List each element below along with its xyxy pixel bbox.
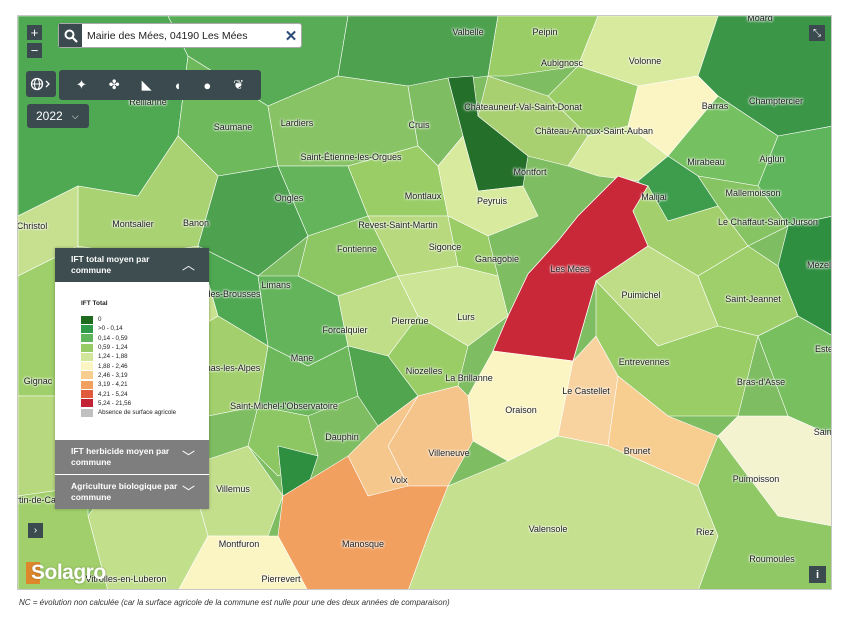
legend-title: IFT Total — [81, 300, 108, 307]
legend-label: 1,24 - 1,88 — [98, 353, 128, 361]
legend-item: Absence de surface agricole — [81, 408, 199, 417]
legend-item: >0 - 0,14 — [81, 324, 199, 333]
globe-icon — [30, 77, 50, 91]
legend-label: 5,24 - 21,56 — [98, 399, 132, 407]
region-shape-icon[interactable]: ✤ — [108, 77, 120, 92]
legend-swatch — [81, 371, 93, 380]
parcel-shape-icon[interactable]: ❦ — [233, 77, 244, 92]
zoom-out-button[interactable]: − — [27, 43, 42, 58]
legend-item: 1,88 - 2,46 — [81, 361, 199, 371]
legend-item: 0,14 - 0,59 — [81, 334, 199, 343]
legend-item: 4,21 - 5,24 — [81, 389, 199, 399]
search-input[interactable]: Mairie des Mées, 04190 Les Mées — [87, 29, 248, 42]
panel-title: IFT total moyen par commune — [71, 254, 150, 275]
legend-swatch — [81, 324, 93, 333]
search-button[interactable] — [59, 24, 82, 47]
year-select[interactable]: 2022 ⌵ — [27, 104, 89, 128]
legend-item: 1,24 - 1,88 — [81, 352, 199, 361]
search-box[interactable]: Mairie des Mées, 04190 Les Mées ✕ — [58, 23, 302, 48]
ift-total-panel-header[interactable]: IFT total moyen par commune ︿ — [55, 248, 209, 282]
legend-label: >0 - 0,14 — [98, 325, 123, 333]
legend-label: 0 — [98, 316, 102, 324]
solagro-logo: Solagro — [26, 555, 106, 589]
fullscreen-button[interactable]: ⤡ — [809, 25, 825, 41]
map-viewport[interactable]: Valbelle Peipin Aubignosc Volonne Reilla… — [17, 15, 832, 590]
legend-swatch — [81, 352, 93, 361]
legend-swatch — [81, 362, 93, 371]
clear-search-icon[interactable]: ✕ — [284, 27, 298, 45]
department-shape-icon[interactable]: ◣ — [141, 77, 152, 92]
legend-swatch — [81, 399, 93, 408]
info-button[interactable]: i — [809, 566, 826, 583]
legend-swatch — [81, 390, 93, 399]
chevron-down-icon: ﹀ — [181, 449, 195, 465]
legend-label: Absence de surface agricole — [98, 409, 177, 417]
legend-panel: IFT total moyen par commune ︿ IFT Total … — [55, 248, 209, 510]
legend-swatch — [81, 380, 93, 389]
legend-item: 5,24 - 21,56 — [81, 399, 199, 408]
legend-body: IFT Total 0 >0 - 0,14 0,14 - 0,59 0,59 - 1,… — [55, 282, 209, 439]
solagro-mark-icon — [26, 562, 40, 584]
ift-herbicide-panel-header[interactable]: IFT herbicide moyen par commune ﹀ — [55, 439, 209, 475]
search-icon — [64, 29, 78, 43]
basemap-toggle-button[interactable] — [26, 71, 56, 97]
legend-swatch — [81, 315, 93, 324]
expand-sidebar-button[interactable]: › — [28, 523, 43, 538]
year-value: 2022 — [36, 109, 63, 123]
panel-title: Agriculture biologique par commune — [71, 481, 178, 503]
logo-text: Solagro — [31, 561, 106, 584]
legend-label: 4,21 - 5,24 — [98, 390, 128, 398]
commune-shape-icon[interactable]: ● — [203, 77, 212, 93]
footnote: NC = évolution non calculée (car la surf… — [19, 598, 450, 607]
chevron-up-icon: ︿ — [181, 257, 195, 273]
legend-item: 2,46 - 3,19 — [81, 371, 199, 380]
legend-swatch — [81, 408, 93, 417]
zoom-in-button[interactable]: + — [27, 25, 42, 40]
legend-swatch — [81, 343, 93, 352]
legend-item: 0 — [81, 315, 199, 324]
epci-shape-icon[interactable]: ◖ — [173, 77, 182, 93]
commune-choropleth — [18, 16, 831, 589]
legend-label: 0,59 - 1,24 — [98, 344, 128, 352]
france-shape-icon[interactable]: ✦ — [75, 77, 87, 92]
legend-list: 0 >0 - 0,14 0,14 - 0,59 0,59 - 1,24 1,24 - 1… — [81, 315, 199, 417]
chevron-down-icon: ⌵ — [71, 110, 79, 121]
legend-label: 2,46 - 3,19 — [98, 371, 128, 379]
panel-title: IFT herbicide moyen par commune — [71, 446, 170, 468]
legend-item: 3,19 - 4,21 — [81, 380, 199, 389]
bio-panel-header[interactable]: Agriculture biologique par commune ﹀ — [55, 474, 209, 510]
legend-swatch — [81, 334, 93, 343]
legend-label: 3,19 - 4,21 — [98, 381, 128, 389]
territory-selector[interactable]: ✦ ✤ ◣ ◖ ● ❦ — [59, 70, 261, 100]
legend-item: 0,59 - 1,24 — [81, 343, 199, 352]
chevron-down-icon: ﹀ — [181, 484, 195, 500]
legend-label: 0,14 - 0,59 — [98, 334, 128, 342]
legend-label: 1,88 - 2,46 — [98, 362, 128, 370]
